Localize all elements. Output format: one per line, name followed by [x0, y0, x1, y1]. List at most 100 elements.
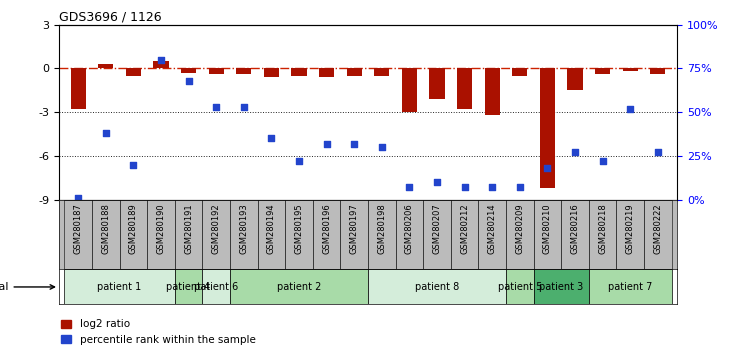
Bar	[126, 68, 141, 76]
FancyBboxPatch shape	[589, 200, 617, 269]
FancyBboxPatch shape	[230, 200, 258, 269]
Text: GSM280187: GSM280187	[74, 203, 82, 254]
Legend: log2 ratio, percentile rank within the sample: log2 ratio, percentile rank within the s…	[57, 315, 260, 349]
Bar	[429, 68, 445, 99]
Text: patient 6: patient 6	[194, 282, 238, 292]
Text: patient 8: patient 8	[415, 282, 459, 292]
FancyBboxPatch shape	[396, 200, 423, 269]
Point	[376, 144, 388, 150]
Point	[486, 184, 498, 190]
Point	[183, 78, 194, 84]
FancyBboxPatch shape	[65, 269, 175, 304]
FancyBboxPatch shape	[644, 200, 671, 269]
Text: patient 4: patient 4	[166, 282, 210, 292]
FancyBboxPatch shape	[175, 200, 202, 269]
Point	[266, 136, 277, 141]
Text: GSM280195: GSM280195	[294, 203, 303, 254]
Text: GSM280198: GSM280198	[378, 203, 386, 254]
Bar	[512, 68, 528, 76]
FancyBboxPatch shape	[175, 269, 202, 304]
Bar	[457, 68, 473, 109]
Point	[569, 149, 581, 155]
Point	[403, 184, 415, 190]
Text: patient 1: patient 1	[97, 282, 142, 292]
Text: GSM280190: GSM280190	[157, 203, 166, 254]
Bar	[153, 61, 169, 68]
Point	[127, 162, 139, 167]
FancyBboxPatch shape	[147, 200, 175, 269]
Bar	[263, 68, 279, 77]
Text: patient 2: patient 2	[277, 282, 321, 292]
FancyBboxPatch shape	[202, 269, 230, 304]
FancyBboxPatch shape	[258, 200, 285, 269]
Text: patient 7: patient 7	[608, 282, 652, 292]
Point	[210, 104, 222, 110]
Bar	[595, 68, 610, 74]
FancyBboxPatch shape	[534, 200, 562, 269]
Bar	[402, 68, 417, 112]
Bar	[98, 64, 113, 68]
FancyBboxPatch shape	[617, 200, 644, 269]
Bar	[181, 68, 197, 73]
Point	[624, 106, 636, 112]
Point	[155, 57, 167, 63]
FancyBboxPatch shape	[368, 200, 396, 269]
FancyBboxPatch shape	[506, 200, 534, 269]
Point	[293, 158, 305, 164]
FancyBboxPatch shape	[340, 200, 368, 269]
Text: GSM280188: GSM280188	[102, 203, 110, 254]
Bar	[319, 68, 334, 77]
FancyBboxPatch shape	[230, 269, 368, 304]
FancyBboxPatch shape	[450, 200, 478, 269]
FancyBboxPatch shape	[119, 200, 147, 269]
Bar	[484, 68, 500, 115]
Bar	[539, 68, 555, 188]
Text: GSM280212: GSM280212	[460, 203, 469, 254]
Text: GSM280196: GSM280196	[322, 203, 331, 254]
Text: GSM280197: GSM280197	[350, 203, 358, 254]
FancyBboxPatch shape	[65, 200, 92, 269]
Bar	[374, 68, 389, 76]
FancyBboxPatch shape	[423, 200, 450, 269]
FancyBboxPatch shape	[506, 269, 534, 304]
Text: GSM280214: GSM280214	[488, 203, 497, 254]
Point	[238, 104, 250, 110]
Bar	[236, 68, 252, 74]
Point	[459, 184, 470, 190]
Bar	[71, 68, 86, 109]
Point	[72, 195, 84, 201]
Bar	[650, 68, 665, 74]
Point	[431, 179, 443, 185]
Point	[100, 130, 112, 136]
Point	[597, 158, 609, 164]
Point	[348, 141, 360, 147]
Bar	[347, 68, 362, 76]
Text: GSM280191: GSM280191	[184, 203, 193, 254]
Text: patient 5: patient 5	[498, 282, 542, 292]
FancyBboxPatch shape	[313, 200, 340, 269]
Text: GSM280194: GSM280194	[267, 203, 276, 254]
FancyBboxPatch shape	[562, 200, 589, 269]
FancyBboxPatch shape	[368, 269, 506, 304]
FancyBboxPatch shape	[589, 269, 671, 304]
Text: GSM280207: GSM280207	[433, 203, 442, 254]
Point	[514, 184, 526, 190]
Point	[321, 141, 333, 147]
Text: patient 3: patient 3	[539, 282, 584, 292]
FancyBboxPatch shape	[202, 200, 230, 269]
Point	[542, 165, 553, 171]
Text: GSM280192: GSM280192	[212, 203, 221, 254]
Text: GSM280216: GSM280216	[570, 203, 579, 254]
Text: GSM280189: GSM280189	[129, 203, 138, 254]
Text: GSM280222: GSM280222	[654, 203, 662, 254]
FancyBboxPatch shape	[285, 200, 313, 269]
Bar	[567, 68, 583, 90]
Text: GDS3696 / 1126: GDS3696 / 1126	[59, 11, 161, 24]
Text: GSM280206: GSM280206	[405, 203, 414, 254]
Text: GSM280219: GSM280219	[626, 203, 634, 254]
FancyBboxPatch shape	[92, 200, 119, 269]
Point	[652, 149, 664, 155]
Bar	[208, 68, 224, 74]
FancyBboxPatch shape	[534, 269, 589, 304]
Text: GSM280193: GSM280193	[239, 203, 248, 254]
